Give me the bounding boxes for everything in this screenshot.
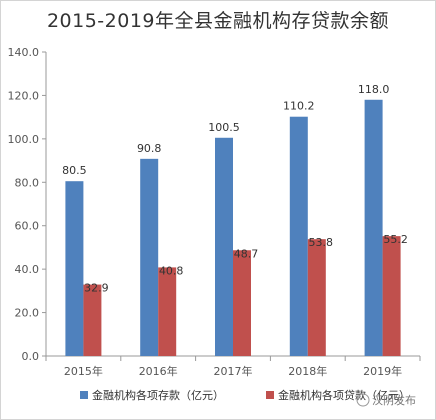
data-label: 48.7 bbox=[234, 247, 259, 260]
data-label: 90.8 bbox=[137, 142, 162, 155]
chart-title: 2015-2019年全县金融机构存贷款余额 bbox=[46, 10, 390, 32]
y-tick-label: 60.0 bbox=[15, 220, 40, 233]
data-label: 110.2 bbox=[283, 100, 315, 113]
bar bbox=[215, 137, 233, 356]
legend-label: 金融机构各项存款（亿元） bbox=[92, 388, 224, 402]
y-tick-label: 140.0 bbox=[8, 46, 40, 59]
data-label: 53.8 bbox=[309, 236, 334, 249]
data-label: 100.5 bbox=[208, 121, 240, 134]
bar bbox=[158, 267, 177, 356]
x-tick-label: 2019年 bbox=[363, 364, 402, 378]
y-tick-label: 100.0 bbox=[8, 133, 40, 146]
bar bbox=[65, 181, 84, 356]
bar bbox=[364, 99, 383, 357]
legend-swatch bbox=[266, 391, 274, 399]
x-tick-label: 2018年 bbox=[288, 364, 327, 378]
x-tick-label: 2016年 bbox=[139, 364, 178, 378]
y-tick-label: 0.0 bbox=[22, 350, 40, 363]
data-label: 40.8 bbox=[159, 264, 184, 277]
bar bbox=[289, 116, 308, 356]
legend-swatch bbox=[80, 391, 88, 399]
data-label: 80.5 bbox=[62, 164, 87, 177]
x-tick-label: 2015年 bbox=[64, 364, 103, 378]
data-label: 55.2 bbox=[383, 233, 408, 246]
legend-label: 金融机构各项贷款（亿元） bbox=[278, 388, 410, 402]
bar bbox=[233, 250, 251, 356]
data-label: 118.0 bbox=[358, 83, 390, 96]
watermark-icon bbox=[356, 393, 370, 407]
bar bbox=[307, 239, 326, 356]
bar bbox=[382, 236, 401, 356]
y-tick-label: 80.0 bbox=[15, 176, 40, 189]
x-tick-label: 2017年 bbox=[214, 364, 253, 378]
y-tick-label: 120.0 bbox=[8, 89, 40, 102]
bar bbox=[140, 158, 159, 356]
bar bbox=[83, 284, 102, 356]
data-label: 32.9 bbox=[84, 282, 109, 295]
y-tick-label: 40.0 bbox=[15, 263, 40, 276]
watermark-text: 汉阴发布 bbox=[372, 393, 416, 407]
y-tick-label: 20.0 bbox=[15, 307, 40, 320]
